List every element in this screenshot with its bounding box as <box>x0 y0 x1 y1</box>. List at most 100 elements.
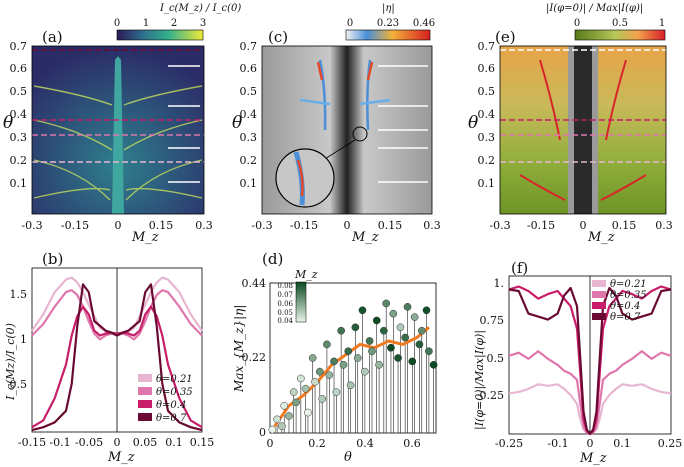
panel-f-label: (f) <box>511 259 528 277</box>
panel-d-point <box>337 326 345 335</box>
panel-f-xtick: 0.25 <box>658 437 683 450</box>
panel-a-label: (a) <box>42 28 63 46</box>
panel-b-ylabel: I_c(Mz)/I_c(0) <box>4 323 17 401</box>
panel-d-point <box>351 323 360 332</box>
panel-d-point <box>323 340 331 349</box>
panel-d-ytick: 0.22 <box>242 351 267 364</box>
panel-d-colorbar-tick: 0.04 <box>277 317 293 325</box>
panel-a-ytick: 0.1 <box>10 177 28 190</box>
panel-f-series <box>508 285 672 436</box>
panel-d-point <box>361 367 369 376</box>
panel-e-ytick: 0.1 <box>478 177 496 190</box>
panel-a-white-guides <box>168 65 200 183</box>
panel-f-series-line <box>508 286 672 436</box>
panel-d-point <box>429 360 438 369</box>
panel-d-point <box>268 425 277 434</box>
panel-c-eta-streaks <box>299 59 391 131</box>
panel-a-xtick: -0.15 <box>61 219 89 232</box>
panel-d-point <box>280 401 289 410</box>
panel-e-frame <box>499 45 667 215</box>
panel-c-xtick: 0.15 <box>378 219 403 232</box>
panel-d-point <box>289 388 298 396</box>
panel-d-point <box>408 357 417 366</box>
panel-d-colorbar-label: M_z <box>294 268 318 281</box>
panel-b-legend-swatch <box>138 374 152 382</box>
panel-b-xtick: 0.1 <box>165 436 183 449</box>
panel-b-legend-swatch <box>138 413 152 421</box>
panel-c-colorbar <box>345 29 431 41</box>
panel-c-xlabel: M_z <box>351 230 379 245</box>
panel-f-xlabel: M_z <box>579 451 607 466</box>
panel-a-fan-structures <box>33 85 203 201</box>
panel-d-colorbar-tick: 0.05 <box>277 309 293 317</box>
panel-d-point <box>379 326 388 335</box>
panel-f-ytick: 0.5 <box>487 352 505 365</box>
panel-e-colorbar-title: |I(φ=0)| / Max|I(φ)| <box>546 3 643 14</box>
panel-f-legend-label: θ=0.4 <box>610 301 640 312</box>
panel-d-xtick: 0.4 <box>356 437 374 450</box>
panel-b: (b) 0.5 1 1.5 -0.15 -0.1 -0.05 0 0.05 0.… <box>4 250 214 465</box>
panel-f-legend-swatch <box>592 313 606 320</box>
panel-a-colorbar-tick: 2 <box>171 18 177 29</box>
panel-e-xtick: -0.15 <box>527 219 555 232</box>
panel-d-point <box>311 378 319 386</box>
panel-d-point <box>304 408 312 417</box>
panel-b-xlabel: M_z <box>107 450 135 465</box>
panel-e-colorbar-tick: 0 <box>574 18 580 29</box>
panel-a-frame <box>31 45 205 215</box>
panel-d-marks <box>268 299 438 434</box>
panel-d-colorbar-tick: 0.08 <box>277 282 293 290</box>
panel-f-ylabel: |I(φ=0)|/Max|I(φ)| <box>473 330 487 430</box>
panel-d-point <box>308 354 317 362</box>
panel-e-ytick: 0.2 <box>478 154 496 167</box>
panel-a-ytick: 0.4 <box>10 108 28 121</box>
panel-d-xlabel: θ <box>344 450 352 465</box>
panel-b-ytick: 1.5 <box>10 288 28 301</box>
panel-d-point <box>387 343 395 352</box>
panel-a-colorbar-title: I_c(M_z) / I_c(0) <box>159 3 241 14</box>
panel-c-ytick: 0.6 <box>240 62 258 75</box>
panel-b-series-line <box>31 283 203 432</box>
panel-c-ytick: 0.7 <box>240 40 258 53</box>
panel-d-point <box>368 347 376 356</box>
panel-d-point <box>285 412 293 420</box>
panel-d-xtick: 0 <box>267 437 274 450</box>
panel-d-ytick: 0.44 <box>242 277 267 290</box>
panel-a-ytick: 0.7 <box>10 40 28 53</box>
panel-a-ytick: 0.5 <box>10 85 28 98</box>
panel-f-xtick: -0.25 <box>495 437 523 450</box>
panel-d: (d) M_z 0.08 0.07 0.06 0.05 0.04 0 0.22 … <box>232 250 438 465</box>
panel-d-point <box>422 306 431 315</box>
panel-d-point <box>344 347 353 356</box>
panel-a-xtick: 0.3 <box>195 219 213 232</box>
panel-b-legend-label: θ=0.7 <box>156 413 187 424</box>
panel-d-point <box>278 422 286 431</box>
panel-a-colorbar-tick: 1 <box>143 18 149 29</box>
panel-e-xtick: 0 <box>580 219 587 232</box>
panel-e-xtick: 0.3 <box>655 219 673 232</box>
panel-e-central-edge-left <box>568 46 574 214</box>
panel-e-label: (e) <box>495 28 516 46</box>
panel-e-colorbar-tick: 1 <box>659 18 665 29</box>
panel-b-label: (b) <box>42 250 63 268</box>
panel-a-xtick: 0.15 <box>149 219 174 232</box>
panel-f-ytick: 1. <box>494 277 505 290</box>
panel-a-colorbar-tick: 3 <box>200 18 206 29</box>
panel-b-xtick: 0 <box>114 436 121 449</box>
panel-a-xlabel: M_z <box>131 230 159 245</box>
panel-d-ytick: 0 <box>259 426 266 439</box>
panel-c-colorbar-tick: 0.23 <box>377 18 399 29</box>
panel-b-xtick: 0.15 <box>190 436 215 449</box>
panel-a-ytick: 0.3 <box>10 131 28 144</box>
panel-e-ytick: 0.3 <box>478 131 496 144</box>
panel-b-xtick: 0.05 <box>133 436 158 449</box>
panel-c-colorbar-title: |η| <box>382 3 395 14</box>
panel-b-legend-swatch <box>138 400 152 408</box>
panel-d-point <box>417 326 426 335</box>
panel-e-ytick: 0.5 <box>478 85 496 98</box>
panel-b-xtick: -0.1 <box>49 436 70 449</box>
panel-c-colorbar-tick: 0 <box>347 18 353 29</box>
panel-d-point <box>410 313 419 321</box>
panel-c-white-guides <box>378 65 428 183</box>
panel-d-point <box>273 415 281 424</box>
